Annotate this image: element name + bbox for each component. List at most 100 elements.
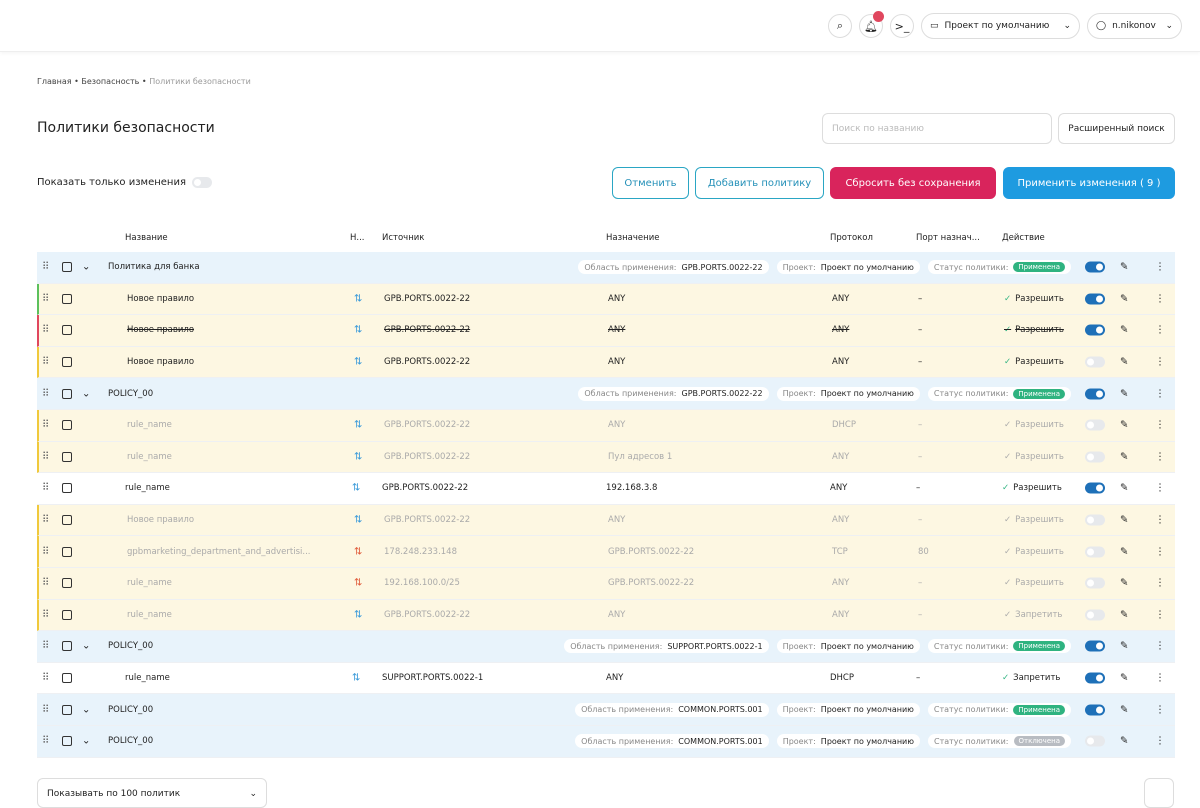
enable-toggle[interactable] [1085,577,1105,589]
more-button[interactable]: ⋮ [1155,482,1165,494]
enable-toggle[interactable] [1085,356,1105,368]
apply-button[interactable]: Применить изменения ( 9 ) [1003,167,1175,199]
more-button[interactable]: ⋮ [1155,388,1165,400]
checkbox[interactable] [62,262,72,273]
drag-handle[interactable]: ⠿ [42,514,50,526]
more-button[interactable]: ⋮ [1155,293,1165,305]
breadcrumb[interactable]: Главная [37,77,72,86]
checkbox[interactable] [62,483,72,494]
edit-button[interactable]: ✎ [1120,514,1129,526]
drag-handle[interactable]: ⠿ [42,482,50,494]
checkbox[interactable] [62,357,72,368]
drag-handle[interactable]: ⠿ [42,546,50,558]
checkbox[interactable] [62,451,72,462]
edit-button[interactable]: ✎ [1120,293,1129,305]
user-menu[interactable]: ◯ n.nikonov ⌄ [1087,13,1182,39]
reset-button[interactable]: Сбросить без сохранения [830,167,996,199]
enable-toggle[interactable] [1085,482,1105,494]
more-button[interactable]: ⋮ [1155,704,1165,716]
add-button[interactable]: Добавить политику [695,167,824,199]
expand-chevron[interactable]: ⌄ [82,640,91,652]
more-button[interactable]: ⋮ [1155,640,1165,652]
drag-handle[interactable]: ⠿ [42,451,50,463]
edit-button[interactable]: ✎ [1120,451,1129,463]
search-button[interactable]: ⌕ [828,14,852,38]
page-size-select[interactable]: Показывать по 100 политик ⌄ [37,778,267,808]
more-button[interactable]: ⋮ [1155,514,1165,526]
pagination[interactable] [1144,778,1174,808]
enable-toggle[interactable] [1085,324,1105,336]
more-button[interactable]: ⋮ [1155,672,1165,684]
drag-handle[interactable]: ⠿ [42,609,50,621]
expand-chevron[interactable]: ⌄ [82,704,91,716]
enable-toggle[interactable] [1085,672,1105,684]
drag-handle[interactable]: ⠿ [42,388,50,400]
more-button[interactable]: ⋮ [1155,577,1165,589]
expand-chevron[interactable]: ⌄ [82,388,91,400]
drag-handle[interactable]: ⠿ [42,293,50,305]
checkbox[interactable] [62,420,72,431]
advanced-search-button[interactable]: Расширенный поиск [1058,113,1175,144]
enable-toggle[interactable] [1085,546,1105,558]
edit-button[interactable]: ✎ [1120,356,1129,368]
enable-toggle[interactable] [1085,261,1105,273]
project-selector[interactable]: ▭ Проект по умолчанию ⌄ [921,13,1080,39]
enable-toggle[interactable] [1085,388,1105,400]
edit-button[interactable]: ✎ [1120,704,1129,716]
edit-button[interactable]: ✎ [1120,609,1129,621]
edit-button[interactable]: ✎ [1120,577,1129,589]
enable-toggle[interactable] [1085,704,1105,716]
more-button[interactable]: ⋮ [1155,735,1165,747]
edit-button[interactable]: ✎ [1120,419,1129,431]
more-button[interactable]: ⋮ [1155,451,1165,463]
edit-button[interactable]: ✎ [1120,324,1129,336]
expand-chevron[interactable]: ⌄ [82,261,91,273]
checkbox[interactable] [62,546,72,557]
checkbox[interactable] [62,325,72,336]
drag-handle[interactable]: ⠿ [42,704,50,716]
search-input[interactable]: Поиск по названию [822,113,1052,144]
checkbox[interactable] [62,736,72,747]
edit-button[interactable]: ✎ [1120,735,1129,747]
enable-toggle[interactable] [1085,293,1105,305]
notifications-button[interactable]: 🔔︎ [859,14,883,38]
checkbox[interactable] [62,578,72,589]
checkbox[interactable] [62,673,72,684]
drag-handle[interactable]: ⠿ [42,672,50,684]
more-button[interactable]: ⋮ [1155,261,1165,273]
show-changes[interactable]: Показать только изменения [37,177,212,188]
checkbox[interactable] [62,609,72,620]
more-button[interactable]: ⋮ [1155,546,1165,558]
breadcrumb[interactable]: Безопасность [81,77,140,86]
more-button[interactable]: ⋮ [1155,609,1165,621]
enable-toggle[interactable] [1085,419,1105,431]
checkbox[interactable] [62,641,72,652]
edit-button[interactable]: ✎ [1120,388,1129,400]
edit-button[interactable]: ✎ [1120,546,1129,558]
edit-button[interactable]: ✎ [1120,640,1129,652]
checkbox[interactable] [62,704,72,715]
cancel-button[interactable]: Отменить [612,167,689,199]
console-button[interactable]: >_ [890,14,914,38]
drag-handle[interactable]: ⠿ [42,735,50,747]
drag-handle[interactable]: ⠿ [42,577,50,589]
enable-toggle[interactable] [1085,735,1105,747]
drag-handle[interactable]: ⠿ [42,356,50,368]
edit-button[interactable]: ✎ [1120,261,1129,273]
edit-button[interactable]: ✎ [1120,482,1129,494]
more-button[interactable]: ⋮ [1155,324,1165,336]
expand-chevron[interactable]: ⌄ [82,735,91,747]
enable-toggle[interactable] [1085,514,1105,526]
enable-toggle[interactable] [1085,640,1105,652]
toggle[interactable] [191,177,212,188]
drag-handle[interactable]: ⠿ [42,324,50,336]
drag-handle[interactable]: ⠿ [42,419,50,431]
more-button[interactable]: ⋮ [1155,419,1165,431]
checkbox[interactable] [62,515,72,526]
drag-handle[interactable]: ⠿ [42,261,50,273]
enable-toggle[interactable] [1085,451,1105,463]
checkbox[interactable] [62,293,72,304]
edit-button[interactable]: ✎ [1120,672,1129,684]
checkbox[interactable] [62,388,72,399]
more-button[interactable]: ⋮ [1155,356,1165,368]
